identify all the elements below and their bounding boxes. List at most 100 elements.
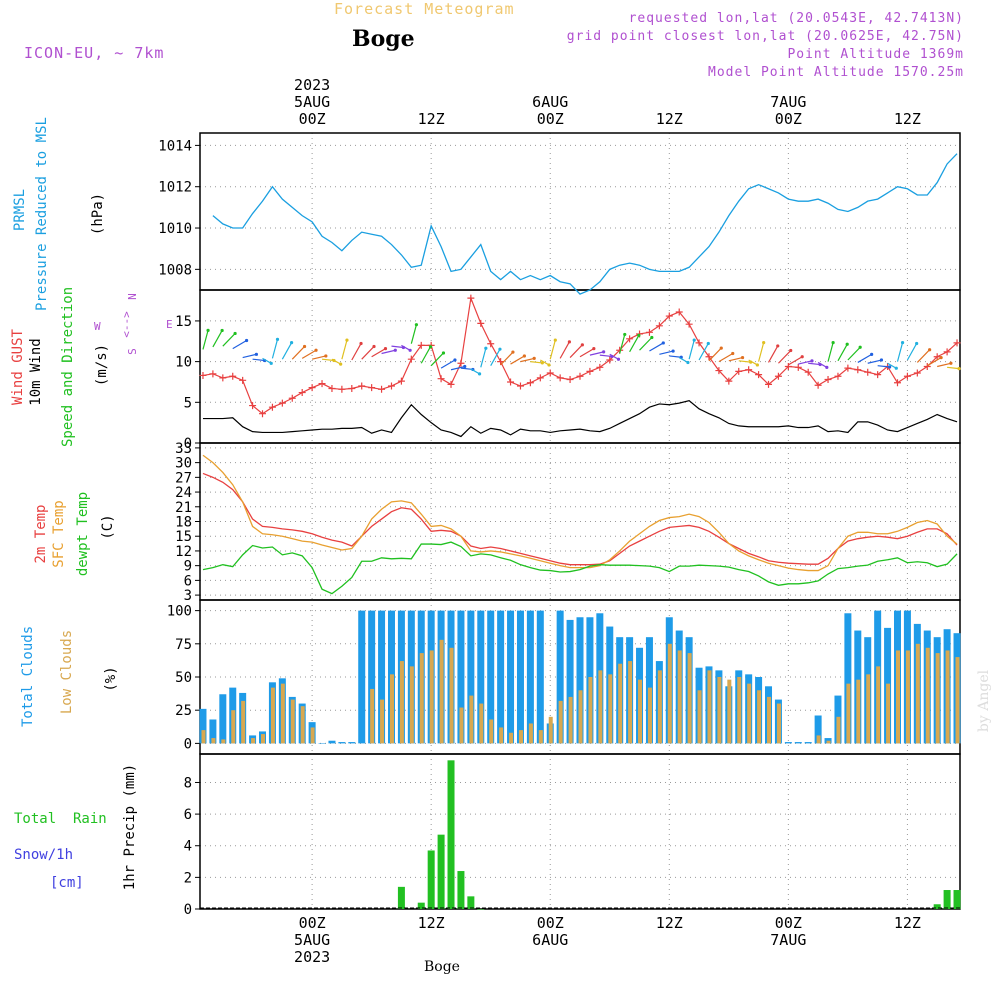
- low-cloud-bar: [598, 670, 603, 744]
- wind-tick-label: 10: [175, 355, 192, 371]
- total-cloud-bar: [348, 742, 356, 744]
- total-cloud-bar: [784, 742, 792, 744]
- gust-marker: [308, 384, 316, 392]
- gust-marker: [259, 410, 267, 418]
- total-cloud-bar: [328, 740, 336, 744]
- rain-bar: [943, 890, 951, 909]
- wind-arrow-head: [831, 340, 835, 345]
- gust-marker: [933, 353, 941, 361]
- wind-arrow-head: [339, 362, 343, 366]
- total-cloud-bar: [219, 694, 227, 744]
- wind-arrow-head: [789, 348, 793, 353]
- wind-arrow: [222, 333, 236, 347]
- precip-tick-label: 2: [184, 870, 192, 886]
- wind-arrow-head: [220, 328, 224, 333]
- low-cloud-bar: [667, 643, 672, 744]
- gust-marker: [586, 367, 594, 375]
- rain-bar: [477, 909, 485, 910]
- low-cloud-bar: [588, 677, 593, 744]
- low-cloud-bar: [866, 674, 871, 744]
- gust-marker: [953, 339, 961, 347]
- gust-marker: [358, 382, 366, 390]
- wind-arrow-head: [686, 360, 690, 365]
- wind-arrow: [847, 346, 861, 361]
- wind-arrow: [252, 358, 265, 362]
- low-cloud-bar: [211, 738, 216, 744]
- wind-arrow-head: [477, 372, 482, 376]
- low-cloud-bar: [727, 679, 732, 744]
- wind-arrow: [669, 355, 682, 358]
- bottom-time-label: 12Z: [418, 914, 445, 932]
- low-cloud-bar: [657, 670, 662, 744]
- rain-bar: [467, 896, 475, 909]
- wind-arrow-head: [372, 344, 376, 349]
- low-cloud-bar: [747, 683, 752, 744]
- low-cloud-bar: [856, 679, 861, 744]
- low-cloud-bar: [677, 650, 682, 744]
- wind-arrow: [401, 344, 411, 351]
- rain-bar: [457, 871, 465, 909]
- low-cloud-bar: [449, 647, 454, 744]
- temp-line-0: [202, 472, 958, 566]
- top-time-label: 00Z: [299, 110, 326, 128]
- meteogram-title: Forecast Meteogram: [334, 0, 515, 18]
- wind-tick-label: 5: [184, 395, 192, 411]
- wind-arrow-head: [383, 347, 388, 351]
- pressure-line: [212, 153, 958, 295]
- gust-marker: [824, 376, 832, 384]
- low-cloud-bar: [846, 683, 851, 744]
- low-cloud-bar: [905, 650, 910, 744]
- wind-arrow: [788, 356, 803, 366]
- precip-label-snow: Snow/1h: [14, 847, 74, 863]
- gust-marker: [854, 366, 862, 374]
- wind-arrow-head: [887, 365, 892, 369]
- wind-arrow-head: [498, 347, 502, 351]
- bottom-time-label: 00Z: [299, 914, 326, 932]
- wind-arrow: [579, 348, 595, 358]
- wind-arrow: [262, 357, 272, 364]
- requested-coords: requested lon,lat (20.0543E, 42.7413N): [628, 11, 964, 26]
- low-cloud-bar: [876, 666, 881, 744]
- wind-arrow: [649, 342, 664, 352]
- total-cloud-bar: [457, 610, 465, 744]
- total-cloud-bar: [814, 715, 822, 744]
- total-cloud-bar: [358, 610, 366, 744]
- gust-marker: [903, 372, 911, 380]
- low-cloud-bar: [548, 716, 553, 744]
- low-cloud-bar: [459, 707, 464, 744]
- wind-arrow-head: [800, 355, 804, 359]
- gust-marker: [209, 370, 217, 378]
- gust-marker: [705, 353, 713, 361]
- low-cloud-bar: [687, 653, 692, 744]
- low-cloud-bar: [380, 699, 385, 744]
- low-cloud-bar: [538, 730, 543, 744]
- gust-marker: [765, 380, 773, 388]
- bottom-time-label: 00Z: [537, 914, 564, 932]
- low-cloud-bar: [509, 732, 514, 744]
- clouds-tick-label: 25: [175, 703, 192, 719]
- wind-arrow: [490, 348, 501, 366]
- wind-arrow-head: [692, 338, 696, 342]
- gust-marker: [655, 322, 663, 330]
- wind-arrow-head: [547, 363, 551, 367]
- wind-arrow-head: [900, 340, 905, 345]
- wind-arrow: [758, 342, 765, 362]
- rain-bar: [933, 904, 941, 909]
- gust-marker: [715, 367, 723, 375]
- gust-marker: [477, 319, 485, 327]
- rain-bar: [417, 902, 425, 909]
- gust-marker: [626, 335, 634, 343]
- low-cloud-bar: [737, 677, 742, 744]
- wind-arrow-head: [845, 342, 849, 346]
- low-cloud-bar: [429, 650, 434, 744]
- gust-marker: [665, 312, 673, 320]
- rain-bar: [437, 834, 445, 909]
- wind-arrow: [232, 339, 247, 350]
- temp-tick-label: 9: [184, 559, 192, 575]
- wind-arrow-head: [289, 341, 294, 345]
- low-cloud-bar: [618, 663, 623, 744]
- total-cloud-bar: [576, 617, 584, 744]
- gust-marker: [784, 363, 792, 370]
- wind-arrow-head: [324, 354, 328, 358]
- wind-arrow: [609, 353, 619, 360]
